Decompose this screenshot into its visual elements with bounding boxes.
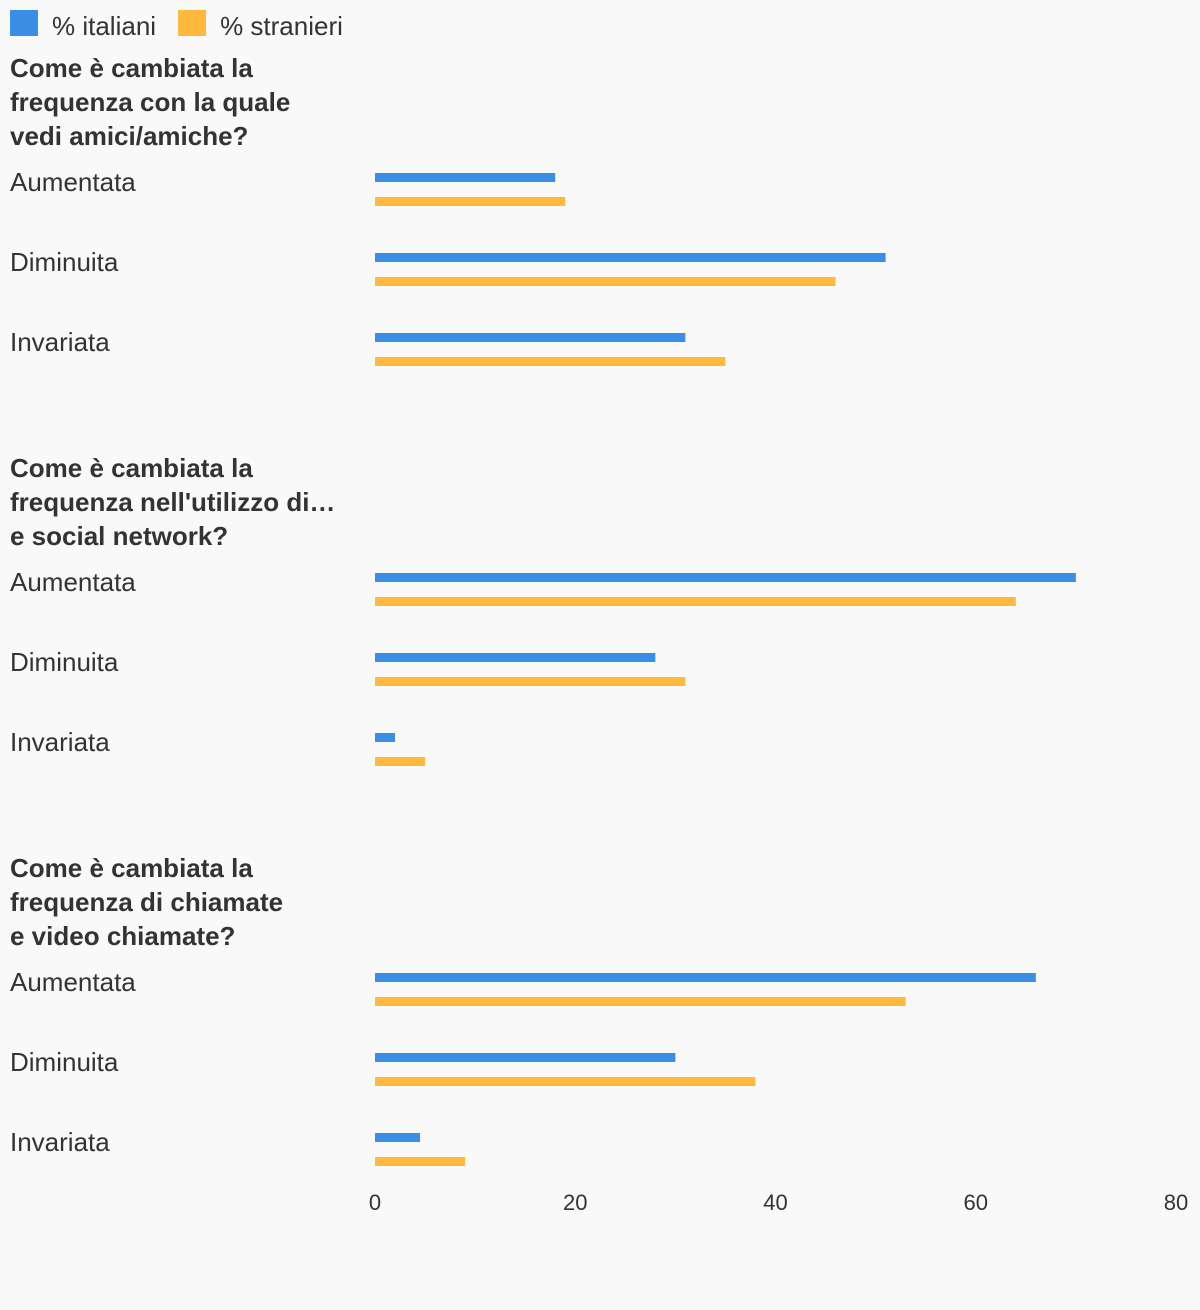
legend-swatch-1 (178, 10, 207, 36)
bar-2-2-0 (375, 1133, 421, 1142)
bar-1-0-0 (375, 573, 1076, 582)
bar-2-0-0 (375, 973, 1036, 982)
bar-0-2-1 (375, 357, 726, 366)
bar-1-1-0 (375, 653, 656, 662)
bar-2-1-0 (375, 1053, 676, 1062)
x-tick-label-2: 40 (763, 1190, 787, 1215)
group-title-2-line-1: frequenza di chiamate (10, 887, 283, 917)
category-label-1-2: Invariata (10, 727, 110, 757)
group-title-2-line-2: e video chiamate? (10, 921, 235, 951)
legend-swatch-0 (10, 10, 38, 36)
category-label-2-0: Aumentata (10, 967, 136, 997)
category-label-0-0: Aumentata (10, 167, 136, 197)
bar-2-0-1 (375, 997, 906, 1006)
bar-1-2-1 (375, 757, 426, 766)
category-label-0-1: Diminuita (10, 247, 119, 277)
bar-0-1-0 (375, 253, 886, 262)
group-title-1-line-1: frequenza nell'utilizzo di… (10, 487, 335, 517)
category-label-0-2: Invariata (10, 327, 110, 357)
x-tick-label-4: 80 (1164, 1190, 1188, 1215)
group-title-1-line-2: e social network? (10, 521, 228, 551)
x-tick-label-0: 0 (369, 1190, 381, 1215)
bar-2-2-1 (375, 1157, 466, 1166)
category-label-2-2: Invariata (10, 1127, 110, 1157)
bar-2-1-1 (375, 1077, 756, 1086)
category-label-2-1: Diminuita (10, 1047, 119, 1077)
group-title-0-line-0: Come è cambiata la (10, 53, 253, 83)
group-title-0-line-2: vedi amici/amiche? (10, 121, 248, 151)
x-tick-label-3: 60 (964, 1190, 988, 1215)
group-title-2-line-0: Come è cambiata la (10, 853, 253, 883)
legend-label-0: % italiani (52, 11, 156, 41)
group-title-0-line-1: frequenza con la quale (10, 87, 290, 117)
group-title-1-line-0: Come è cambiata la (10, 453, 253, 483)
bar-1-2-0 (375, 733, 396, 742)
x-tick-label-1: 20 (563, 1190, 587, 1215)
bar-1-0-1 (375, 597, 1016, 606)
bar-0-1-1 (375, 277, 836, 286)
bar-0-0-1 (375, 197, 566, 206)
bar-1-1-1 (375, 677, 686, 686)
bar-0-2-0 (375, 333, 686, 342)
category-label-1-1: Diminuita (10, 647, 119, 677)
legend-label-1: % stranieri (220, 11, 343, 41)
category-label-1-0: Aumentata (10, 567, 136, 597)
bar-0-0-0 (375, 173, 556, 182)
